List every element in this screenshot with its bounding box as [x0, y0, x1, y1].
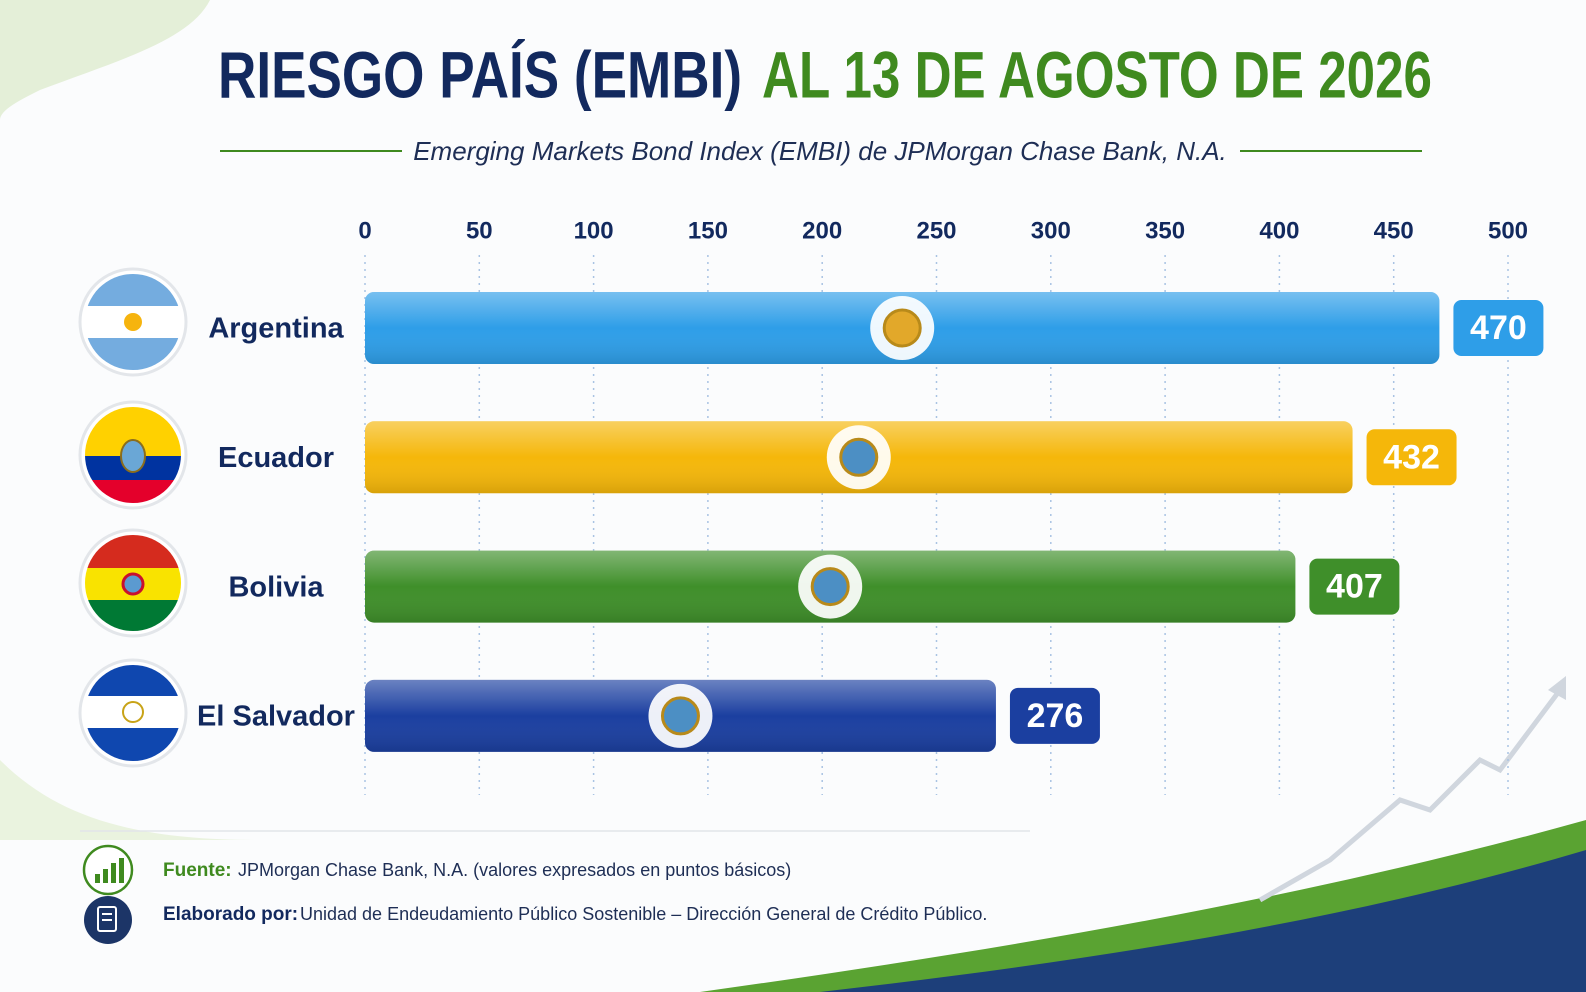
- corner-decoration: [0, 760, 260, 840]
- value-label-box: [1009, 687, 1100, 744]
- bar-emblem-core: [839, 437, 879, 477]
- value-label: 407: [1326, 568, 1383, 606]
- x-tick-label: 200: [802, 217, 842, 244]
- author-icon: [84, 896, 132, 944]
- author-text: Unidad de Endeudamiento Público Sostenib…: [300, 904, 987, 924]
- trend-arrow: [1258, 688, 1562, 903]
- flag-ecuador: [78, 400, 188, 510]
- author-label: Elaborado por:: [163, 904, 298, 925]
- value-label-box: [1366, 429, 1457, 486]
- chart-title-highlight: AL 13 DE AGOSTO DE 2026: [762, 37, 1432, 111]
- x-tick-label: 350: [1145, 217, 1185, 244]
- source-label: Fuente:: [163, 860, 232, 881]
- category-label: Ecuador: [218, 442, 334, 474]
- x-tick-label: 300: [1031, 217, 1071, 244]
- corner-decoration: [0, 0, 210, 120]
- flag-el-salvador: [78, 658, 188, 768]
- category-label: Bolivia: [228, 571, 324, 603]
- x-tick-label: 100: [574, 217, 614, 244]
- value-label: 432: [1383, 438, 1440, 476]
- flag-argentina: [78, 267, 188, 377]
- value-label-box: [1309, 558, 1400, 615]
- category-label: Argentina: [208, 313, 344, 345]
- wave-navy: [820, 850, 1586, 992]
- value-label-box: [1453, 300, 1544, 356]
- x-tick-label: 500: [1488, 217, 1528, 244]
- chart-subtitle: Emerging Markets Bond Index (EMBI) de JP…: [413, 136, 1227, 166]
- bar-emblem-core: [660, 696, 700, 736]
- x-tick-label: 0: [358, 217, 371, 244]
- x-tick-label: 250: [916, 217, 956, 244]
- x-tick-label: 50: [466, 217, 493, 244]
- bar-emblem-core: [810, 567, 850, 607]
- source-text: JPMorgan Chase Bank, N.A. (valores expre…: [238, 860, 791, 880]
- value-label: 470: [1470, 309, 1527, 347]
- chart-title: RIESGO PAÍS (EMBI): [218, 37, 742, 111]
- trend-arrow-head: [1548, 676, 1566, 700]
- bar-emblem-core: [882, 308, 922, 348]
- value-label: 276: [1027, 697, 1084, 735]
- category-label: El Salvador: [197, 701, 355, 733]
- x-tick-label: 150: [688, 217, 728, 244]
- x-tick-label: 450: [1374, 217, 1414, 244]
- x-tick-label: 400: [1259, 217, 1299, 244]
- flag-bolivia: [78, 528, 188, 638]
- source-icon: [82, 844, 134, 896]
